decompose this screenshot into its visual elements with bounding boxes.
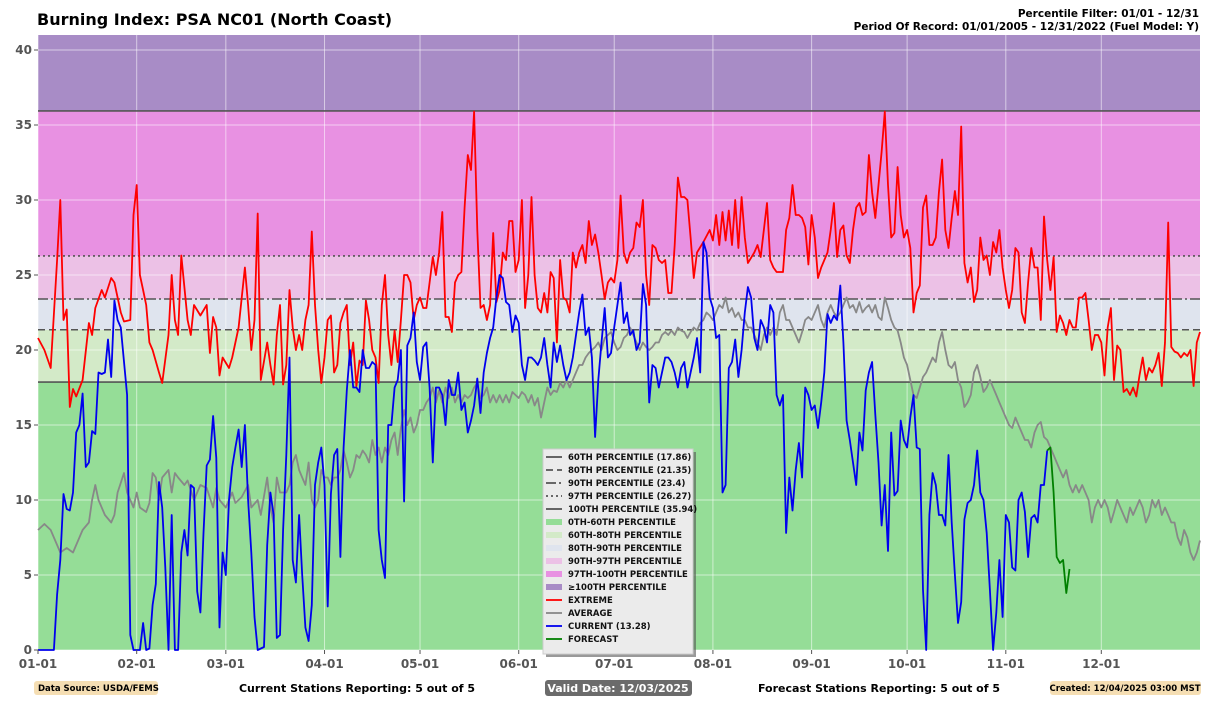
y-tick-label: 10: [15, 493, 32, 507]
x-tick-label: 09-01: [792, 657, 830, 671]
series-lines: [37, 110, 1201, 651]
chart-title: Burning Index: PSA NC01 (North Coast): [37, 10, 392, 29]
x-tick-label: 02-01: [117, 657, 155, 671]
y-tick-label: 35: [15, 118, 32, 132]
legend-label: 90TH PERCENTILE (23.4): [568, 479, 685, 489]
created-timestamp: Created: 12/04/2025 03:00 MST: [1049, 684, 1200, 694]
x-tick-label: 12-01: [1082, 657, 1120, 671]
y-tick-label: 40: [15, 43, 32, 57]
series-forecast: [1046, 446, 1071, 594]
y-tick-label: 0: [24, 643, 32, 657]
legend-label: AVERAGE: [568, 609, 612, 619]
y-tick-label: 15: [15, 418, 32, 432]
y-tick-label: 5: [24, 568, 32, 582]
x-tick-label: 06-01: [500, 657, 538, 671]
legend-swatch: [546, 571, 562, 577]
x-tick-label: 08-01: [694, 657, 732, 671]
x-tick-label: 10-01: [888, 657, 926, 671]
legend: 60TH PERCENTILE (17.86) 80TH PERCENTILE (…: [542, 448, 697, 657]
current-stations-reporting: Current Stations Reporting: 5 out of 5: [239, 682, 475, 695]
legend-swatch: [546, 532, 562, 538]
legend-label: 97TH-100TH PERCENTILE: [568, 570, 688, 580]
legend-swatch: [546, 545, 562, 551]
axes: 0 5 10 15 20 25 30 35 40 01-01 02-01 03-01 04-01 05-0…: [15, 43, 1120, 671]
series-average: [37, 296, 1201, 561]
valid-date: Valid Date: 12/03/2025: [547, 682, 688, 695]
grid: [37, 35, 1200, 651]
legend-label: 80TH PERCENTILE (21.35): [568, 466, 691, 476]
percentile-band-1: [38, 329, 1200, 383]
series-current-13-28: [38, 241, 1049, 651]
legend-label: 100TH PERCENTILE (35.94): [568, 505, 697, 515]
percentile-band-5: [38, 35, 1200, 111]
created-badge: [1050, 681, 1201, 695]
legend-label: 97TH PERCENTILE (26.27): [568, 492, 691, 502]
legend-label: ≥100TH PERCENTILE: [568, 583, 667, 593]
series-extreme: [37, 110, 1201, 408]
legend-label: 0TH-60TH PERCENTILE: [568, 518, 676, 528]
valid-date-badge: [545, 680, 692, 696]
legend-swatch: [546, 584, 562, 590]
forecast-stations-reporting: Forecast Stations Reporting: 5 out of 5: [758, 682, 1000, 695]
period-of-record: Period Of Record: 01/01/2005 - 12/31/202…: [854, 21, 1199, 33]
footer: Data Source: USDA/FEMS Current Stations …: [34, 680, 1201, 696]
legend-box: [542, 448, 694, 655]
y-tick-label: 30: [15, 193, 32, 207]
legend-label: CURRENT (13.28): [568, 622, 651, 632]
x-tick-label: 07-01: [595, 657, 633, 671]
y-tick-label: 25: [15, 268, 32, 282]
x-tick-label: 05-01: [401, 657, 439, 671]
legend-swatch: [546, 519, 562, 525]
legend-label: 80TH-90TH PERCENTILE: [568, 544, 682, 554]
legend-swatch: [546, 558, 562, 564]
y-tick-label: 20: [15, 343, 32, 357]
x-tick-label: 11-01: [987, 657, 1025, 671]
legend-label: 60TH PERCENTILE (17.86): [568, 453, 691, 463]
x-tick-label: 03-01: [207, 657, 245, 671]
legend-label: 60TH-80TH PERCENTILE: [568, 531, 682, 541]
legend-label: FORECAST: [568, 635, 618, 645]
data-source-badge: [34, 681, 158, 695]
data-source: Data Source: USDA/FEMS: [38, 684, 159, 694]
x-tick-label: 01-01: [19, 657, 57, 671]
x-tick-label: 04-01: [305, 657, 343, 671]
legend-label: 90TH-97TH PERCENTILE: [568, 557, 682, 567]
percentile-filter: Percentile Filter: 01/01 - 12/31: [1018, 8, 1199, 20]
percentile-band-2: [38, 299, 1200, 330]
legend-label: EXTREME: [568, 596, 613, 606]
